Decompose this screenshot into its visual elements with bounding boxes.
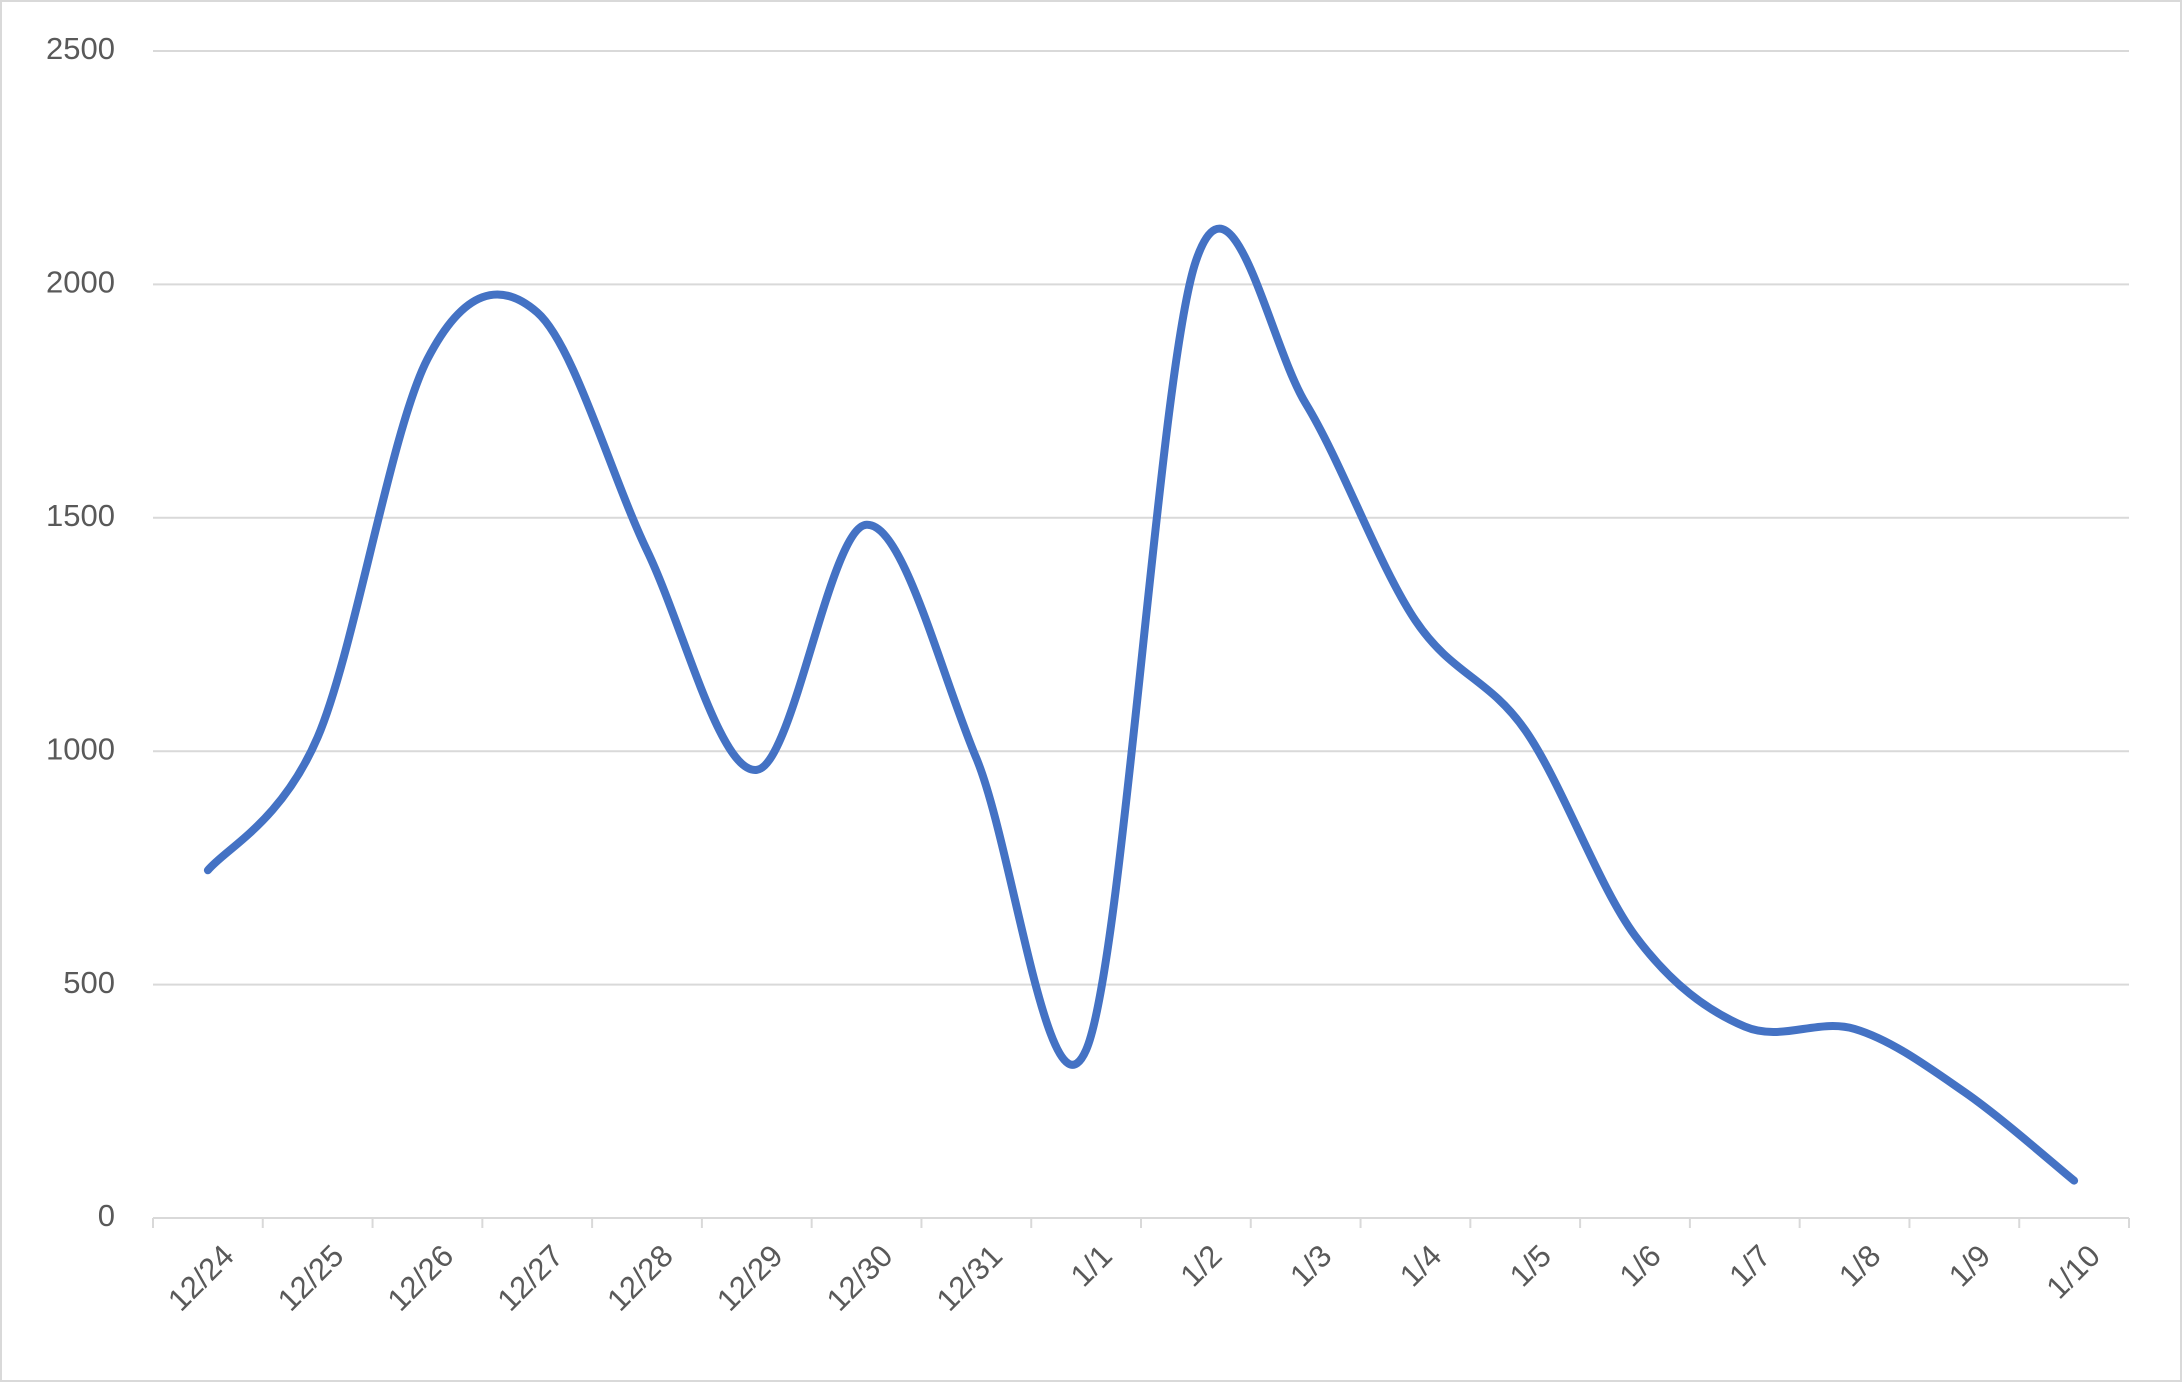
y-tick-label: 500	[63, 965, 115, 1000]
y-tick-label: 1500	[46, 498, 115, 533]
y-tick-label: 2000	[46, 265, 115, 300]
y-tick-label: 2500	[46, 31, 115, 66]
data-line	[203, 224, 2079, 1185]
y-tick-label: 1000	[46, 731, 115, 766]
y-tick-label: 0	[98, 1198, 115, 1233]
